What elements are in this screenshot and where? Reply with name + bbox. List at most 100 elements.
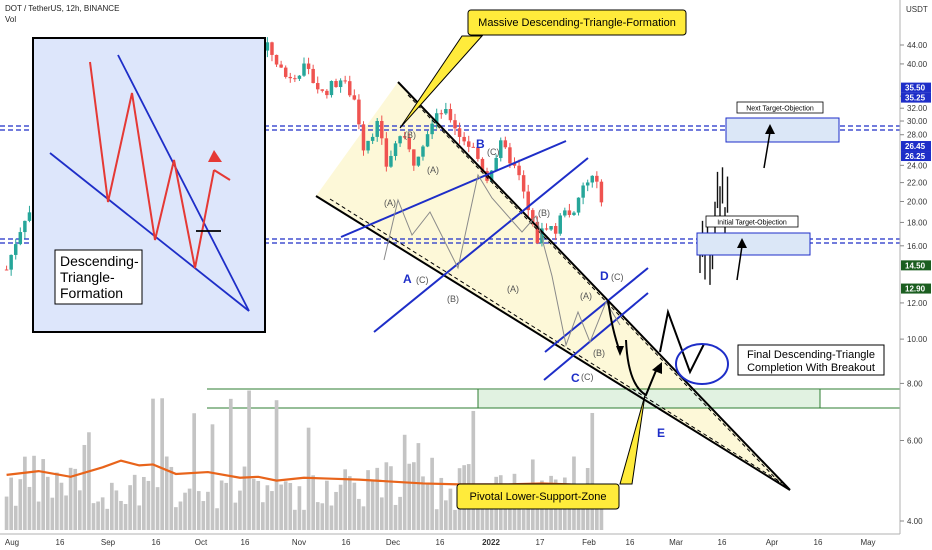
final-completion-box: [737, 344, 885, 376]
initial-target-label-box: [705, 215, 799, 228]
volume-bar: [142, 476, 146, 530]
wave-B-sub-a: (A): [427, 165, 439, 175]
volume-bar: [36, 501, 41, 530]
wave-label-E: E: [657, 426, 665, 440]
initial-target-arrow: [736, 245, 743, 281]
candle-body: [265, 42, 270, 51]
wave-label-D: D: [600, 269, 609, 283]
candle-body: [311, 68, 315, 84]
projection-d-arrowhead: [616, 346, 624, 356]
next-target-box: [725, 117, 840, 143]
initial-target-label: Initial Target-Objection: [717, 220, 787, 227]
candle-body: [480, 158, 485, 172]
support-zone-callout: [456, 483, 620, 510]
candle-body: [320, 89, 325, 91]
volume-bar: [174, 507, 178, 530]
volume-bar: [325, 480, 329, 530]
candle-body: [540, 228, 544, 244]
candle-body: [439, 113, 444, 115]
wave-C-sub-a: (A): [507, 284, 519, 294]
candle-body: [512, 163, 517, 166]
candle-body: [526, 191, 530, 211]
price-badge: [901, 283, 931, 294]
volume-bar: [105, 508, 110, 530]
time-axis-ticks: Aug 16 Sep 16 Oct 16 Nov 16 Dec 16 2022 17 Feb 16 Mar 1…: [5, 538, 876, 547]
volume-bar: [45, 476, 50, 530]
channel-2-lower: [543, 292, 649, 381]
volume-bar: [320, 503, 325, 530]
candle-body: [407, 137, 411, 150]
volume-bar: [526, 495, 531, 530]
price-tick-label: 24.00: [907, 161, 928, 170]
support-callout-pointer: [619, 394, 646, 485]
time-tick-label: 16: [814, 538, 823, 547]
candle-body: [329, 81, 334, 96]
volume-bar: [590, 412, 595, 530]
price-tick-label: 22.00: [907, 179, 928, 188]
wave-D-sub-c: (C): [611, 272, 624, 282]
wave-A-sub-b: (B): [447, 294, 459, 304]
volume-bar: [407, 463, 412, 530]
candle-body: [558, 215, 562, 234]
volume-bar: [439, 477, 444, 530]
volume-bar: [453, 509, 457, 530]
volume-bar: [260, 502, 265, 530]
volume-bar: [471, 410, 476, 530]
volume-bar: [206, 491, 210, 530]
volume-bar: [315, 502, 320, 530]
candle-body: [398, 136, 402, 144]
candle-body: [325, 90, 329, 96]
wave-label-C: C: [571, 371, 580, 385]
volume-bar: [114, 490, 119, 530]
time-tick-label: 2022: [482, 538, 500, 547]
wave-A-sub-b-top: (B): [404, 130, 416, 140]
channel-1-upper: [340, 140, 567, 238]
volume-bar: [155, 487, 160, 530]
time-tick-label: Sep: [101, 538, 116, 547]
volume-bar: [27, 486, 32, 530]
volume-bar: [270, 491, 274, 530]
volume-bar: [224, 482, 229, 530]
time-tick-label: Oct: [195, 538, 208, 547]
support-zone-text: Pivotal Lower-Support-Zone: [470, 491, 607, 503]
candle-body: [544, 228, 549, 230]
candle-body: [585, 182, 590, 186]
wave-B-sub-c: (C): [487, 147, 500, 157]
volume-bar: [421, 476, 425, 530]
candle-body: [393, 143, 398, 156]
volume-label: Vol: [5, 15, 16, 24]
volume-bar: [521, 509, 526, 530]
volume-bar: [23, 456, 27, 530]
candle-body: [274, 54, 279, 65]
price-tick-label: 16.00: [907, 242, 928, 251]
volume-bar: [375, 467, 380, 530]
volume-bar: [13, 505, 18, 530]
triangle-lower-line: [315, 195, 791, 491]
candle-body: [302, 63, 306, 76]
volume-bar: [393, 504, 398, 530]
candle-body: [384, 138, 389, 167]
wave-C-sub-c: (C): [581, 372, 594, 382]
volume-bar: [448, 488, 453, 530]
volume-bar: [411, 462, 416, 530]
candle-body: [457, 128, 462, 137]
price-badge: [901, 92, 931, 103]
candle-body: [572, 212, 576, 215]
candle-body: [375, 120, 379, 137]
next-target-label-box: [736, 101, 824, 114]
candle-body: [13, 244, 18, 255]
candle-body: [293, 78, 297, 80]
price-badge-label: 12.90: [905, 285, 926, 294]
volume-bar: [160, 398, 164, 530]
volume-bar: [329, 505, 334, 530]
volume-bar: [338, 484, 343, 530]
candle-body: [416, 156, 421, 166]
candle-body: [549, 226, 553, 230]
time-tick-label: Feb: [582, 538, 596, 547]
breakout-highlight-ellipse: [675, 343, 729, 385]
candle-body: [348, 81, 352, 96]
price-tick-label: 30.00: [907, 117, 928, 126]
wave-A-sub-c: (C): [416, 275, 429, 285]
